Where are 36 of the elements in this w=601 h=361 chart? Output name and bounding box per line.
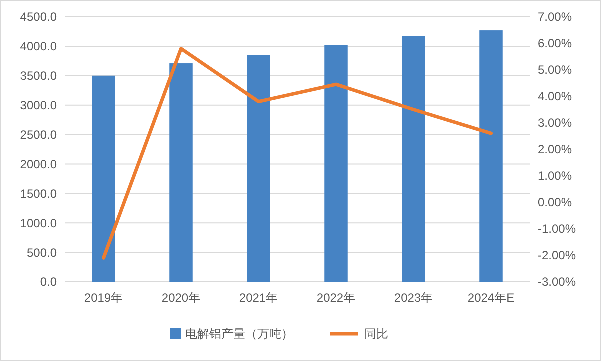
legend-label: 电解铝产量（万吨）	[186, 327, 294, 342]
y2-tick-label: 0.00%	[538, 196, 572, 210]
y-tick-label: 500.0	[26, 246, 58, 260]
y-tick-label: 2500.0	[20, 128, 58, 142]
y2-tick-label: -3.00%	[538, 275, 576, 290]
y-tick-label: 0.0	[40, 275, 58, 290]
legend-label: 同比	[364, 327, 388, 342]
y-tick-label: 4500.0	[20, 10, 58, 24]
bar	[402, 36, 426, 282]
y2-tick-label: 1.00%	[538, 169, 572, 184]
y2-tick-label: 7.00%	[538, 10, 572, 24]
y2-tick-label: 3.00%	[538, 116, 572, 130]
x-tick-label: 2020年	[162, 291, 201, 305]
bar	[247, 55, 270, 282]
y-tick-label: 2000.0	[20, 157, 58, 172]
y-tick-label: 3000.0	[20, 98, 58, 113]
y-tick-label: 1500.0	[20, 186, 58, 201]
x-tick-label: 2023年	[394, 291, 434, 305]
y2-tick-label: 6.00%	[538, 36, 572, 51]
bar	[92, 76, 116, 282]
x-tick-label: 2019年	[84, 291, 124, 305]
bar	[480, 30, 503, 282]
x-tick-label: 2022年	[316, 291, 356, 305]
x-tick-label: 2024年E	[468, 291, 515, 305]
y2-tick-label: -1.00%	[538, 222, 576, 236]
y2-tick-label: 2.00%	[538, 142, 572, 157]
y-tick-label: 1000.0	[20, 216, 58, 230]
y2-tick-label: 5.00%	[538, 63, 572, 78]
y2-tick-label: 4.00%	[538, 90, 572, 104]
y2-tick-label: -2.00%	[538, 248, 576, 263]
bar	[324, 45, 348, 282]
y-tick-label: 4000.0	[20, 40, 58, 54]
line-series	[102, 47, 493, 260]
bar	[170, 64, 193, 282]
x-tick-label: 2021年	[239, 291, 278, 305]
y-tick-label: 3500.0	[20, 69, 58, 84]
